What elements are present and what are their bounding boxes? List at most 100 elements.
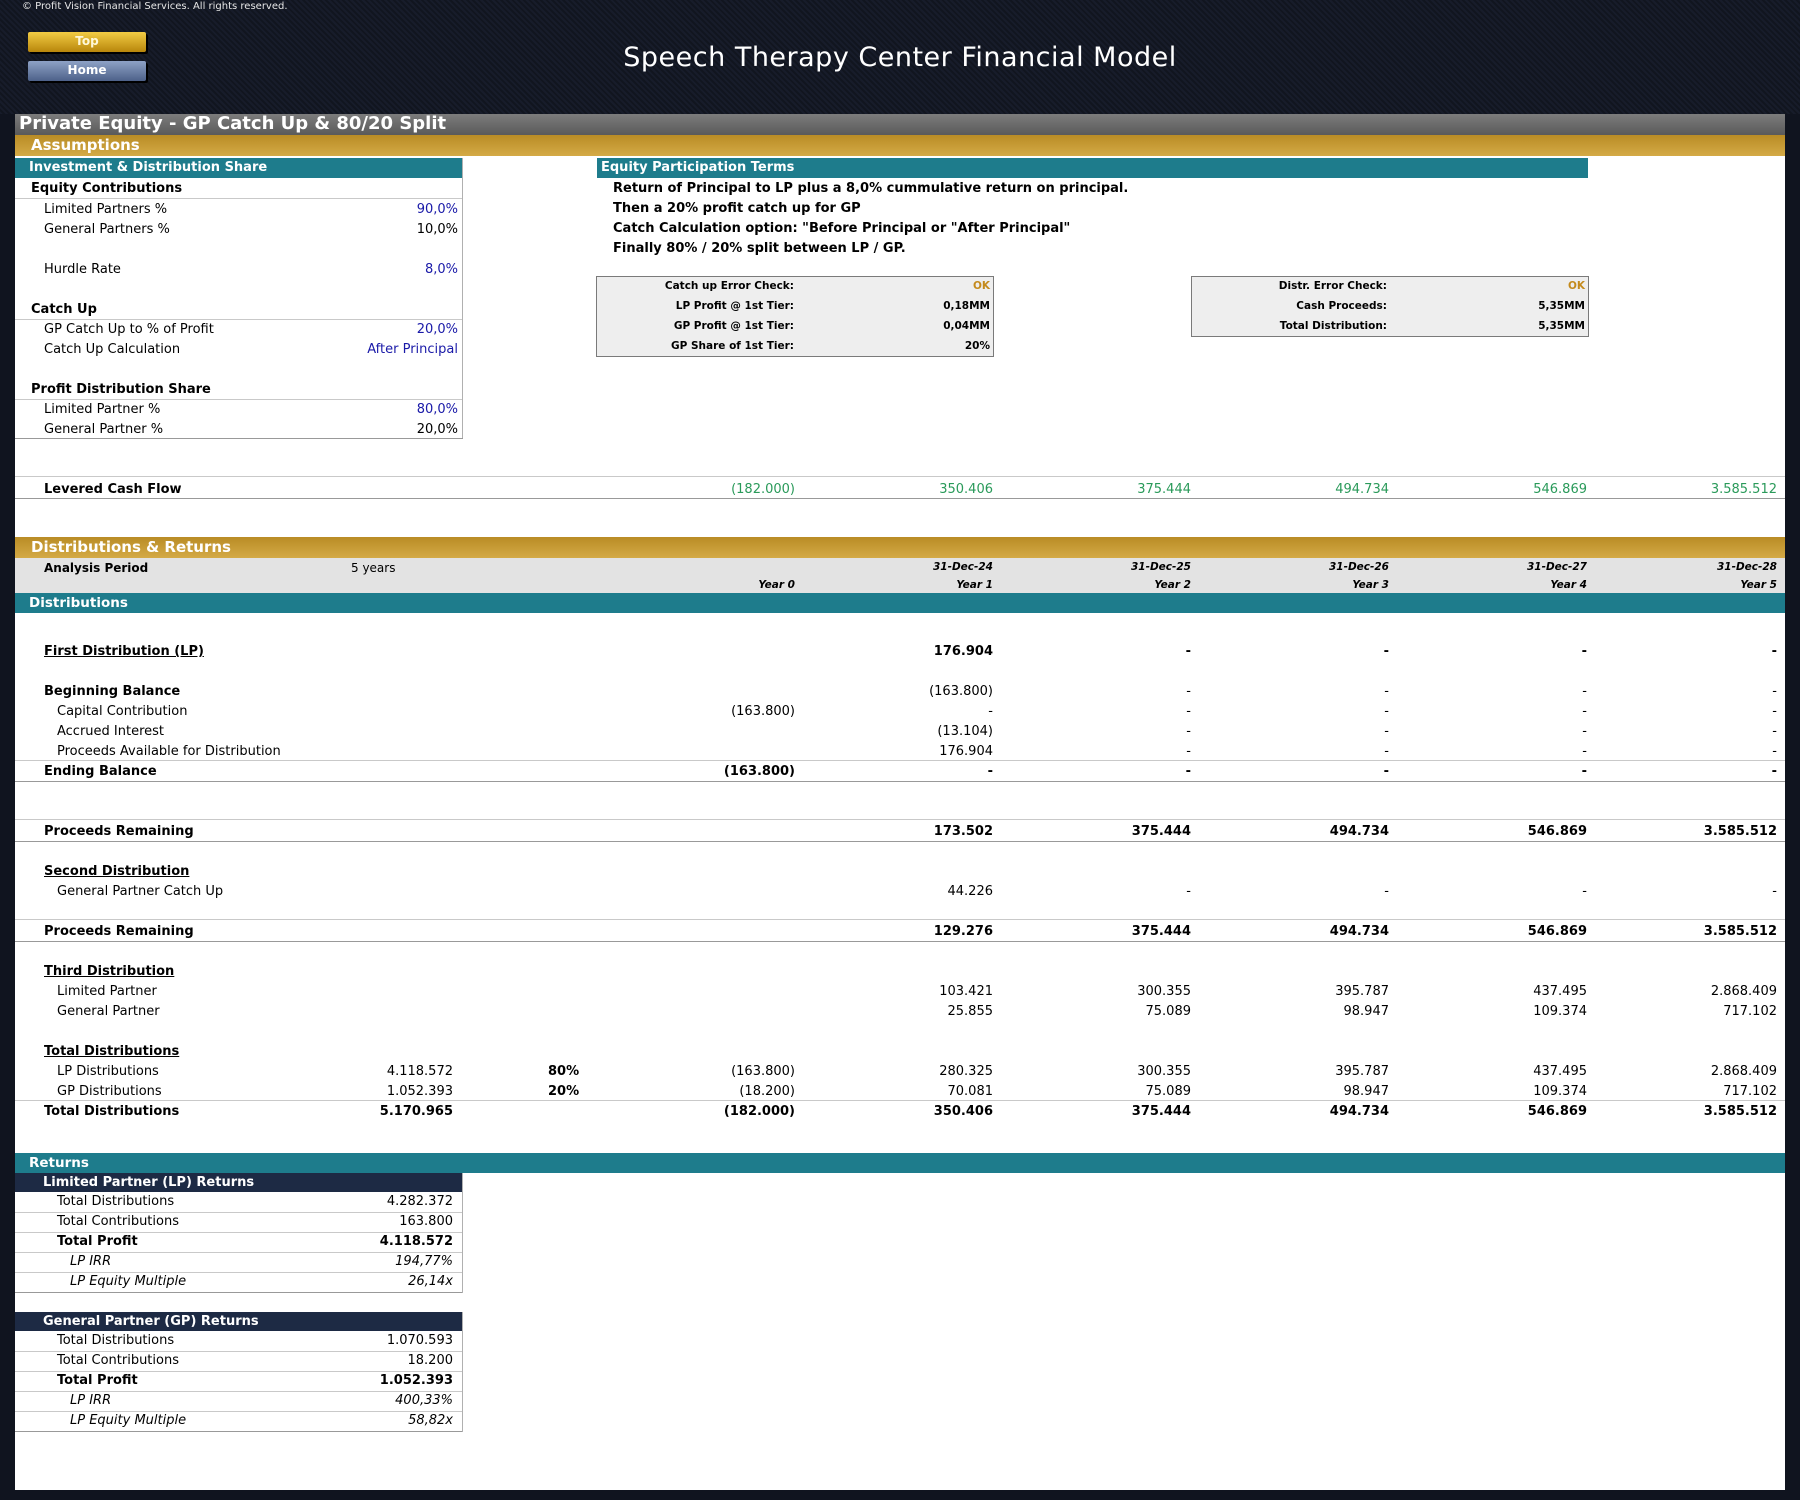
terms-line: Then a 20% profit catch up for GP (613, 201, 861, 216)
gp-share-label: General Partner % (44, 422, 164, 437)
first-distribution-value: - (1185, 644, 1191, 659)
period-date: 31-Dec-26 (1328, 561, 1389, 573)
check-status: OK (1567, 280, 1585, 292)
beginning-balance-value: - (1772, 684, 1777, 699)
row-divider (15, 819, 1785, 820)
proceeds-remaining-value: 129.276 (933, 924, 993, 939)
row-divider (15, 1371, 462, 1372)
row-divider (15, 1232, 462, 1233)
home-button[interactable]: Home (28, 61, 146, 81)
third-distribution-label: Third Distribution (44, 964, 175, 979)
catch-calc-select[interactable]: After Principal (367, 342, 458, 357)
capital-contribution-y0: (163.800) (731, 704, 795, 719)
total-distributions-value: 494.734 (1329, 1104, 1389, 1119)
third-gp-value: 717.102 (1723, 1004, 1777, 1019)
row-divider (15, 1411, 462, 1412)
lp-share-input[interactable]: 80,0% (416, 402, 458, 417)
check-label: LP Profit @ 1st Tier: (675, 300, 794, 312)
terms-line: Finally 80% / 20% split between LP / GP. (613, 241, 906, 256)
capital-contribution-value: - (1772, 704, 1777, 719)
lp_returns-contrib-value: 163.800 (399, 1214, 453, 1229)
lp_returns-profit-label: Total Profit (57, 1234, 138, 1249)
period-date: 31-Dec-24 (932, 561, 993, 573)
proceeds-available-value: 176.904 (939, 744, 993, 759)
proceeds-remaining-value: 546.869 (1527, 824, 1587, 839)
gp-catch-input[interactable]: 20,0% (416, 322, 458, 337)
total-gp-y0: (18.200) (739, 1084, 795, 1099)
period-date: 31-Dec-27 (1526, 561, 1587, 573)
levered-cash-flow-value: (182.000) (731, 482, 795, 497)
proceeds-available-value: - (1186, 744, 1191, 759)
gp_returns-mult-label: LP Equity Multiple (70, 1413, 187, 1428)
proceeds-remaining-value: 546.869 (1527, 924, 1587, 939)
third-lp-value: 395.787 (1335, 984, 1389, 999)
hurdle-label: Hurdle Rate (44, 262, 121, 277)
distributions-bar: Distributions (15, 593, 1785, 613)
total-gp-value: 109.374 (1533, 1084, 1587, 1099)
accrued-interest-value: - (1384, 724, 1389, 739)
lp_returns-dist-value: 4.282.372 (386, 1194, 453, 1209)
check-label: Distr. Error Check: (1278, 280, 1387, 292)
equity-contributions-label: Equity Contributions (31, 181, 183, 196)
capital-contribution-value: - (1186, 704, 1191, 719)
check-label: Total Distribution: (1279, 320, 1387, 332)
beginning-balance-label: Beginning Balance (44, 684, 181, 699)
period-year: Year 3 (1352, 579, 1389, 591)
lp_returns-irr-value: 194,77% (395, 1254, 453, 1269)
top-button[interactable]: Top (28, 32, 146, 52)
lp_returns-dist-label: Total Distributions (57, 1194, 175, 1209)
total-lp-value: 280.325 (939, 1064, 993, 1079)
lp-pct-input[interactable]: 90,0% (416, 202, 458, 217)
terms-line: Return of Principal to LP plus a 8,0% cu… (613, 181, 1129, 196)
gp-catch-up-value: - (1186, 884, 1191, 899)
investment-header: Investment & Distribution Share (15, 158, 463, 178)
beginning-balance-value: - (1186, 684, 1191, 699)
row-divider (15, 1100, 1785, 1101)
row-divider (15, 919, 1785, 920)
hurdle-input[interactable]: 8,0% (424, 262, 458, 277)
period-date: 31-Dec-28 (1716, 561, 1777, 573)
total-gp-value: 717.102 (1723, 1084, 1777, 1099)
gp-catch-up-value: - (1772, 884, 1777, 899)
proceeds-remaining-label: Proceeds Remaining (44, 924, 194, 939)
analysis-period-label: Analysis Period (44, 561, 149, 575)
check-value: 5,35MM (1538, 320, 1585, 332)
third-gp-value: 109.374 (1533, 1004, 1587, 1019)
distribution-check-box: Distr. Error Check: OK Cash Proceeds: 5,… (1191, 276, 1589, 337)
gp-pct-value: 10,0% (416, 222, 458, 237)
lp_returns-contrib-label: Total Contributions (57, 1214, 179, 1229)
total-lp-label: LP Distributions (57, 1064, 159, 1079)
period-year: Year 5 (1740, 579, 1777, 591)
page-title: Speech Therapy Center Financial Model (623, 42, 1177, 73)
proceeds-remaining-value: 3.585.512 (1703, 824, 1777, 839)
gp_returns-dist-value: 1.070.593 (386, 1333, 453, 1348)
first-distribution-value: 176.904 (933, 644, 993, 659)
lp-pct-label: Limited Partners % (44, 202, 168, 217)
levered-cash-flow-value: 546.869 (1533, 482, 1587, 497)
row-divider (15, 781, 1785, 782)
third-lp-value: 437.495 (1533, 984, 1587, 999)
total-distributions-label: Total Distributions (44, 1044, 180, 1059)
analysis-period-value: 5 years (351, 561, 396, 575)
third-lp-value: 103.421 (939, 984, 993, 999)
table-border (462, 1173, 463, 1293)
row-divider (15, 1272, 462, 1273)
proceeds-remaining-value: 173.502 (933, 824, 993, 839)
row-divider (15, 760, 1785, 761)
gp-returns-header: General Partner (GP) Returns (15, 1312, 462, 1331)
period-year: Year 1 (956, 579, 993, 591)
check-label: GP Profit @ 1st Tier: (673, 320, 794, 332)
accrued-interest-value: - (1582, 724, 1587, 739)
terms-header: Equity Participation Terms (597, 158, 1588, 178)
period-year: Year 0 (758, 579, 795, 591)
second-distribution-label: Second Distribution (44, 864, 190, 879)
check-label: Catch up Error Check: (664, 280, 794, 292)
third-lp-value: 300.355 (1137, 984, 1191, 999)
accrued-interest-value: (13.104) (937, 724, 993, 739)
check-value: 20% (964, 340, 990, 352)
ending-balance-value: - (987, 764, 993, 779)
total-gp-label: GP Distributions (57, 1084, 162, 1099)
first-distribution-value: - (1771, 644, 1777, 659)
ending-balance-value: - (1383, 764, 1389, 779)
ending-balance-y0: (163.800) (723, 764, 795, 779)
